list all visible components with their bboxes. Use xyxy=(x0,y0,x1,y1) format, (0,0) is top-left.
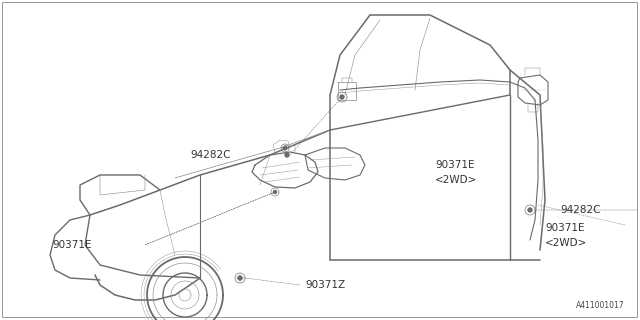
Polygon shape xyxy=(284,146,287,150)
Text: <2WD>: <2WD> xyxy=(435,175,477,185)
Text: 94282C: 94282C xyxy=(560,205,600,215)
Text: 90371E: 90371E xyxy=(52,240,92,250)
Text: 90371E: 90371E xyxy=(545,223,584,233)
Text: 90371E: 90371E xyxy=(435,160,474,170)
Polygon shape xyxy=(285,153,289,157)
Text: <2WD>: <2WD> xyxy=(545,238,588,248)
Text: 90371Z: 90371Z xyxy=(305,280,345,290)
Polygon shape xyxy=(238,276,242,280)
Text: 94282C: 94282C xyxy=(190,150,230,160)
Polygon shape xyxy=(528,208,532,212)
Polygon shape xyxy=(273,190,276,194)
Polygon shape xyxy=(340,95,344,99)
Text: A411001017: A411001017 xyxy=(577,301,625,310)
